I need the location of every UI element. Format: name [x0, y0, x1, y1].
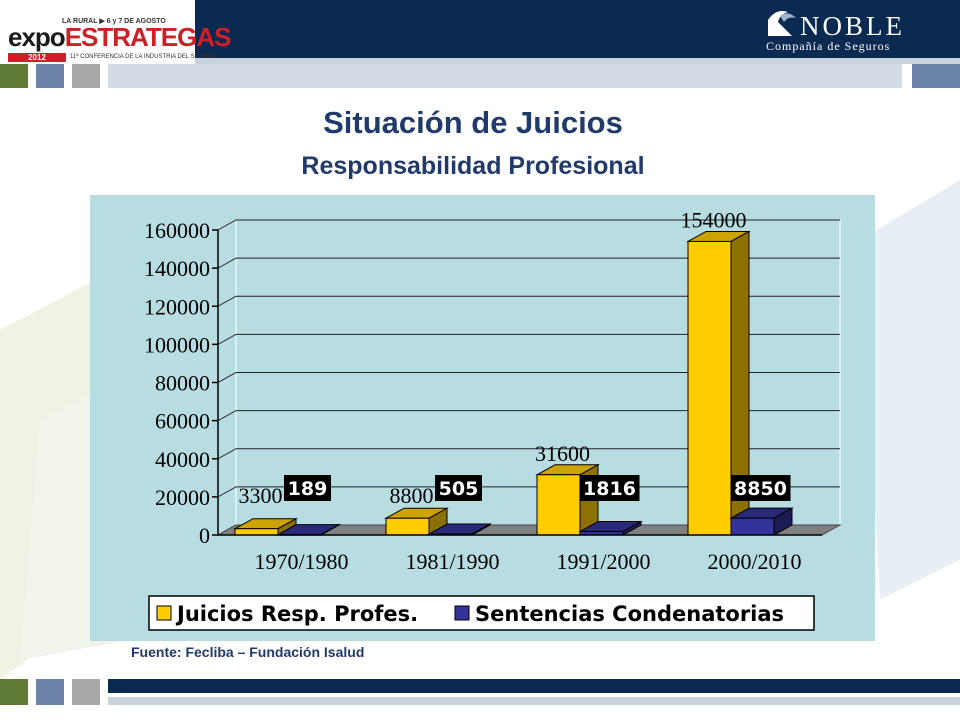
expo-brand-a: expo [8, 22, 66, 52]
page-subtitle: Responsabilidad Profesional [301, 152, 645, 180]
y-tick-label: 80000 [155, 371, 210, 396]
data-label-box-sentencias [579, 475, 640, 501]
header-square-1 [0, 64, 28, 88]
footer-square-3 [72, 679, 100, 705]
expo-tagline: LA RURAL ▶ 6 y 7 DE AGOSTO [62, 18, 166, 25]
expo-brand: expoESTRATEGAS [8, 22, 232, 52]
chart-axes [212, 229, 822, 536]
bar-sentencias [730, 517, 775, 536]
bar-juicios [536, 474, 581, 536]
data-label-juicios: 3300 [239, 483, 283, 508]
chart-legend: Juicios Resp. Profes. Sentencias Condenat… [148, 595, 815, 631]
header-square-3 [72, 64, 100, 88]
legend-swatch-sentencias [454, 605, 470, 621]
y-tick-label: 100000 [144, 332, 210, 357]
x-tick-label: 2000/2010 [707, 549, 801, 574]
data-label-sentencias: 1816 [583, 478, 636, 500]
y-tick-label: 160000 [144, 218, 210, 243]
header-stripe [0, 58, 960, 64]
gridline [217, 410, 840, 422]
bar-juicios [385, 517, 430, 536]
bar-juicios [687, 240, 732, 536]
expo-brand-b: ESTRATEGAS [64, 22, 232, 52]
page-title: Situación de Juicios [323, 105, 623, 140]
y-tick-label: 20000 [155, 485, 210, 510]
expo-logo: LA RURAL ▶ 6 y 7 DE AGOSTO expoESTRATEGA… [0, 0, 231, 64]
header-square-4 [108, 64, 902, 88]
y-tick-label: 140000 [144, 256, 210, 281]
company-subtitle: Compañía de Seguros [766, 39, 891, 53]
gridline [217, 257, 840, 269]
legend-box [148, 595, 815, 631]
y-tick-label: 40000 [155, 447, 210, 472]
gridline [217, 333, 840, 345]
header-square-5 [912, 64, 960, 88]
data-label-box-sentencias [730, 475, 791, 501]
data-label-juicios: 31600 [535, 441, 590, 466]
x-tick-label: 1981/1990 [405, 549, 499, 574]
company-name: NOBLE [800, 11, 905, 41]
chart-bars [233, 230, 794, 536]
data-label-juicios: 154000 [681, 207, 747, 232]
footer-square-2 [36, 679, 64, 705]
data-label-sentencias: 8850 [734, 478, 787, 500]
bar-chart: 0 20000 40000 60000 80000 100000 120000 140000 1… [90, 195, 875, 641]
y-tick-label: 0 [199, 523, 210, 548]
legend-label-sentencias: Sentencias Condenatorias [475, 602, 784, 626]
footer-stripe [108, 697, 960, 705]
header-square-2 [36, 64, 64, 88]
footer-square-1 [0, 679, 28, 705]
legend-label-juicios: Juicios Resp. Profes. [175, 602, 418, 626]
gridline [217, 448, 840, 460]
chart-grid [216, 219, 842, 536]
source-note: Fuente: Fecliba – Fundación Isalud [131, 644, 365, 660]
gridline [217, 295, 840, 307]
bar-juicios [234, 528, 279, 536]
data-label-sentencias: 505 [439, 478, 479, 500]
data-label-box-sentencias [284, 475, 331, 501]
y-tick-label: 120000 [144, 294, 210, 319]
legend-swatch-juicios [156, 605, 172, 621]
data-label-box-sentencias [435, 475, 482, 501]
x-tick-label: 1991/2000 [556, 549, 650, 574]
footer-band [108, 679, 960, 693]
y-tick-label: 60000 [155, 409, 210, 434]
gridline [217, 372, 840, 383]
data-label-sentencias: 189 [288, 478, 328, 500]
chart-labels: 0 20000 40000 60000 80000 100000 120000 140000 1… [144, 207, 802, 574]
gridline [217, 219, 840, 231]
data-label-juicios: 8800 [390, 483, 434, 508]
expo-year: 2012 [8, 53, 66, 62]
expo-subline: 11ª CONFERENCIA DE LA INDUSTRIA DEL SEGU… [70, 54, 217, 60]
noble-logo-icon [768, 11, 796, 36]
x-tick-label: 1970/1980 [254, 549, 348, 574]
